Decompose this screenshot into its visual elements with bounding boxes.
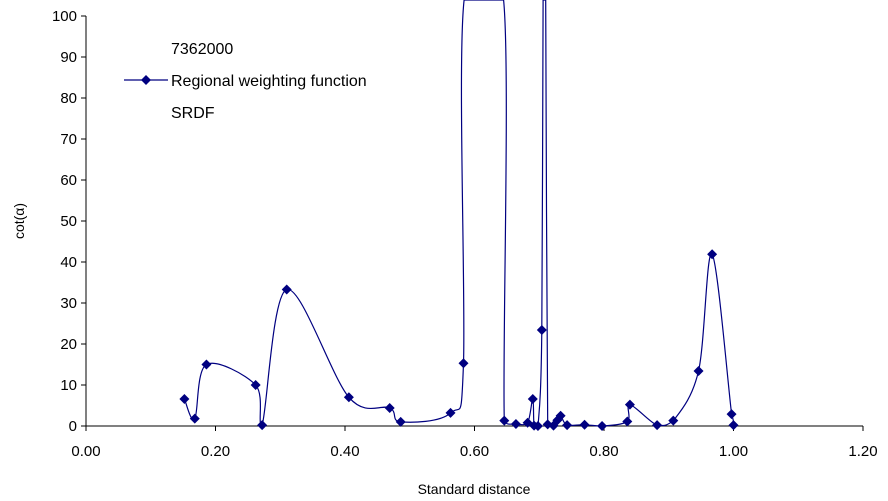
y-tick-label: 100 <box>52 8 77 25</box>
legend-title: 7362000 <box>171 41 233 58</box>
y-tick-label: 40 <box>60 254 77 271</box>
data-point-marker <box>624 399 635 410</box>
x-tick-label: 0.00 <box>71 443 100 460</box>
data-point-marker <box>622 416 633 427</box>
series-line <box>183 0 735 427</box>
legend-series-name: Regional weighting function <box>171 73 367 90</box>
y-tick-label: 50 <box>60 213 77 230</box>
x-tick-label: 0.40 <box>330 443 359 460</box>
data-point-marker <box>201 359 212 370</box>
data-point-marker <box>562 420 573 431</box>
data-point-marker <box>257 420 268 431</box>
x-axis: 0.00 0.20 0.40 0.60 0.80 1.00 1.20 Standard di… <box>71 425 878 497</box>
data-point-marker <box>555 410 566 421</box>
data-point-marker <box>728 420 739 431</box>
data-point-marker <box>458 358 469 369</box>
data-point-marker <box>510 418 521 429</box>
data-point-marker <box>343 392 354 403</box>
data-point-marker <box>384 402 395 413</box>
plot-area <box>179 0 739 431</box>
data-point-marker <box>693 366 704 377</box>
data-point-marker <box>532 421 543 431</box>
legend: 7362000 Regional weighting function SRDF <box>124 41 367 122</box>
data-point-marker <box>668 415 679 426</box>
data-point-marker <box>445 407 456 418</box>
x-axis-label: Standard distance <box>418 481 531 497</box>
y-tick-label: 30 <box>60 295 77 312</box>
data-point-marker <box>250 380 261 390</box>
y-axis: 0 10 20 30 40 50 60 70 80 90 100 cot(α) <box>11 8 87 435</box>
x-tick-label: 0.80 <box>589 443 618 460</box>
data-point-marker <box>726 409 737 420</box>
data-point-marker <box>597 421 608 431</box>
data-point-marker <box>707 249 718 260</box>
legend-footer: SRDF <box>171 105 215 122</box>
data-point-marker <box>527 393 538 404</box>
data-point-marker <box>395 416 406 427</box>
y-tick-label: 70 <box>60 131 77 148</box>
y-tick-label: 80 <box>60 90 77 107</box>
x-tick-label: 0.20 <box>201 443 230 460</box>
data-point-marker <box>179 393 190 404</box>
x-tick-label: 0.60 <box>460 443 489 460</box>
y-tick-label: 0 <box>69 418 77 435</box>
y-tick-label: 60 <box>60 172 77 189</box>
y-tick-label: 20 <box>60 336 77 353</box>
x-tick-label: 1.20 <box>848 443 877 460</box>
y-tick-label: 90 <box>60 49 77 66</box>
data-point-marker <box>281 284 292 295</box>
data-point-marker <box>499 415 510 426</box>
legend-marker <box>141 75 151 85</box>
data-point-marker <box>189 413 200 424</box>
data-point-marker <box>652 420 663 431</box>
data-point-marker <box>579 419 590 430</box>
y-tick-label: 10 <box>60 377 77 394</box>
data-point-marker <box>536 325 547 336</box>
x-tick-label: 1.00 <box>719 443 748 460</box>
y-axis-label: cot(α) <box>11 203 27 239</box>
